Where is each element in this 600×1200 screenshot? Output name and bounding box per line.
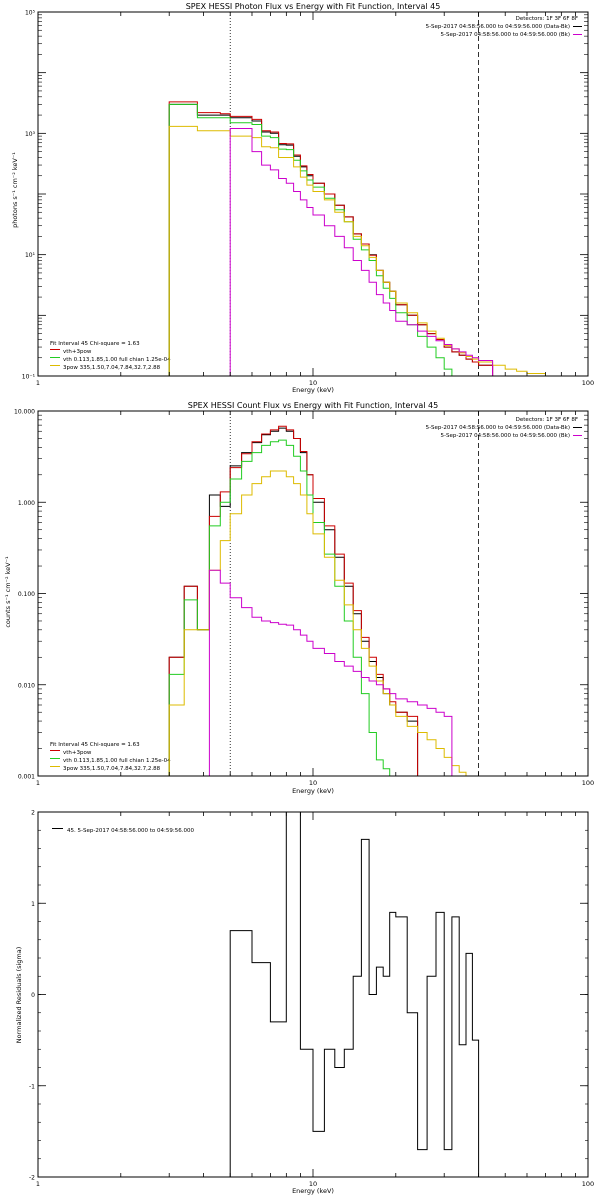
count-flux-legend-1: vth+3pow: [63, 750, 92, 756]
photon-flux-panel: SPEX HESSI Photon Flux vs Energy with Fi…: [11, 2, 594, 394]
photon-flux-series-vth-3pow: [168, 101, 494, 376]
residuals-xtick-label: 10: [309, 1180, 317, 1188]
count-flux-ytick-label: 10.000: [14, 409, 35, 416]
count-flux-xlabel: Energy (keV): [292, 787, 334, 795]
count-flux-series-bk: [208, 569, 453, 776]
residuals-ytick-label: 0: [31, 992, 35, 999]
count-flux-legend-2: vth 0.113,1.85,1.00 full chian 1.25e-04: [63, 758, 171, 764]
count-flux-info-2: 5-Sep-2017 04:58:56.000 to 04:59:56.000 …: [426, 425, 570, 431]
photon-flux-legend-1: vth+3pow: [63, 349, 92, 355]
residuals-ylabel: Normalized Residuals (sigma): [15, 947, 23, 1044]
count-flux-legend-3: 3pow 335,1.50,7.04,7.84,32.7,2.88: [63, 766, 161, 772]
photon-flux-xtick-label: 100: [582, 379, 594, 387]
photon-flux-info-1: Detectors: 1F 3F 6F 8F: [516, 16, 578, 22]
count-flux-series-data-bk: [168, 427, 419, 776]
residuals-xtick-label: 100: [582, 1180, 594, 1188]
residuals-ytick-label: -1: [29, 1083, 35, 1090]
photon-flux-ytick-label: 10¹: [25, 252, 36, 259]
count-flux-info-1: Detectors: 1F 3F 6F 8F: [516, 417, 578, 423]
residuals-legend-1: 45. 5-Sep-2017 04:58:56.000 to 04:59:56.…: [67, 828, 194, 834]
photon-flux-ytick-label: 10³: [25, 131, 36, 138]
photon-flux-xlabel: Energy (keV): [292, 386, 334, 394]
residuals-ytick-label: -2: [29, 1175, 35, 1182]
residuals-xlabel: Energy (keV): [292, 1187, 334, 1195]
photon-flux-legend-3: 3pow 335,1.50,7.04,7.84,32.7,2.88: [63, 365, 161, 371]
photon-flux-info-3: 5-Sep-2017 04:58:56.000 to 04:59:56.000 …: [441, 32, 571, 38]
count-flux-panel: SPEX HESSI Count Flux vs Energy with Fit…: [4, 401, 594, 795]
count-flux-xtick-label: 100: [582, 779, 594, 787]
count-flux-xtick-label: 10: [309, 779, 317, 787]
photon-flux-xtick-label: 1: [36, 379, 40, 387]
count-flux-series-vth: [168, 439, 391, 776]
residuals-xtick-label: 1: [36, 1180, 40, 1188]
photon-flux-legend-2: vth 0.113,1.85,1.00 full chian 1.25e-04: [63, 357, 171, 363]
count-flux-ytick-label: 1.000: [18, 500, 35, 507]
residuals-panel: Energy (keV) Normalized Residuals (sigma…: [15, 810, 594, 1196]
photon-flux-title: SPEX HESSI Photon Flux vs Energy with Fi…: [186, 2, 441, 11]
count-flux-title: SPEX HESSI Count Flux vs Energy with Fit…: [188, 401, 439, 410]
count-flux-info-3: 5-Sep-2017 04:58:56.000 to 04:59:56.000 …: [441, 433, 571, 439]
count-flux-series-3pow: [168, 470, 467, 776]
photon-flux-info-2: 5-Sep-2017 04:58:56.000 to 04:59:56.000 …: [426, 24, 570, 30]
photon-flux-ytick-label: 10⁻¹: [22, 374, 36, 381]
photon-flux-ytick-label: 10⁵: [25, 10, 36, 17]
residuals-ytick-label: 1: [31, 901, 35, 908]
photon-flux-fit-text: Fit Interval 45 Chi-square = 1.63: [50, 341, 140, 347]
count-flux-series-vth-3pow: [168, 425, 419, 776]
count-flux-ytick-label: 0.001: [18, 774, 35, 781]
count-flux-ylabel: counts s⁻¹ cm⁻² keV⁻¹: [4, 556, 12, 628]
residuals-series-residuals: [229, 811, 480, 1177]
count-flux-xtick-label: 1: [36, 779, 40, 787]
count-flux-fit-text: Fit Interval 45 Chi-square = 1.63: [50, 742, 140, 748]
photon-flux-xtick-label: 10: [309, 379, 317, 387]
photon-flux-ylabel: photons s⁻¹ cm⁻² keV⁻¹: [11, 152, 19, 228]
photon-flux-series-bk: [229, 128, 494, 376]
count-flux-ytick-label: 0.010: [18, 682, 35, 689]
residuals-ytick-label: 2: [31, 810, 35, 817]
count-flux-ytick-label: 0.100: [18, 591, 35, 598]
